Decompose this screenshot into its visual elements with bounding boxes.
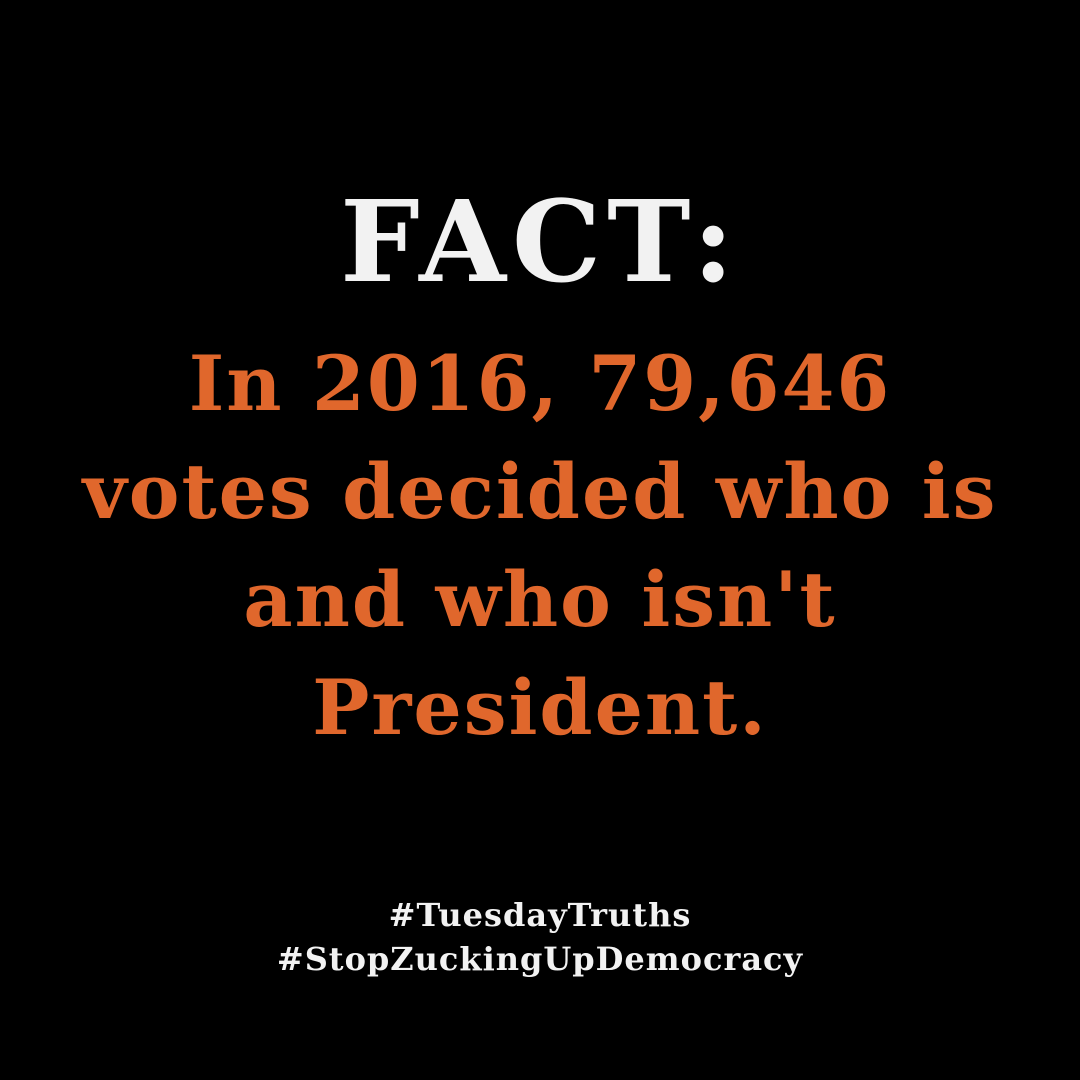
hashtag-tuesday-truths: #TuesdayTruths bbox=[388, 896, 692, 934]
hashtag-stop-zucking-up-democracy: #StopZuckingUpDemocracy bbox=[276, 940, 804, 978]
hashtags: #TuesdayTruths #StopZuckingUpDemocracy bbox=[0, 893, 1080, 981]
headline: FACT: bbox=[340, 177, 740, 308]
statement-line: votes decided who is bbox=[82, 447, 998, 536]
fact-statement: In 2016, 79,646 votes decided who is and… bbox=[0, 330, 1080, 762]
statement-line: In 2016, 79,646 bbox=[188, 339, 892, 428]
statement-line: and who isn't bbox=[243, 555, 837, 644]
statement-line: President. bbox=[312, 663, 768, 752]
